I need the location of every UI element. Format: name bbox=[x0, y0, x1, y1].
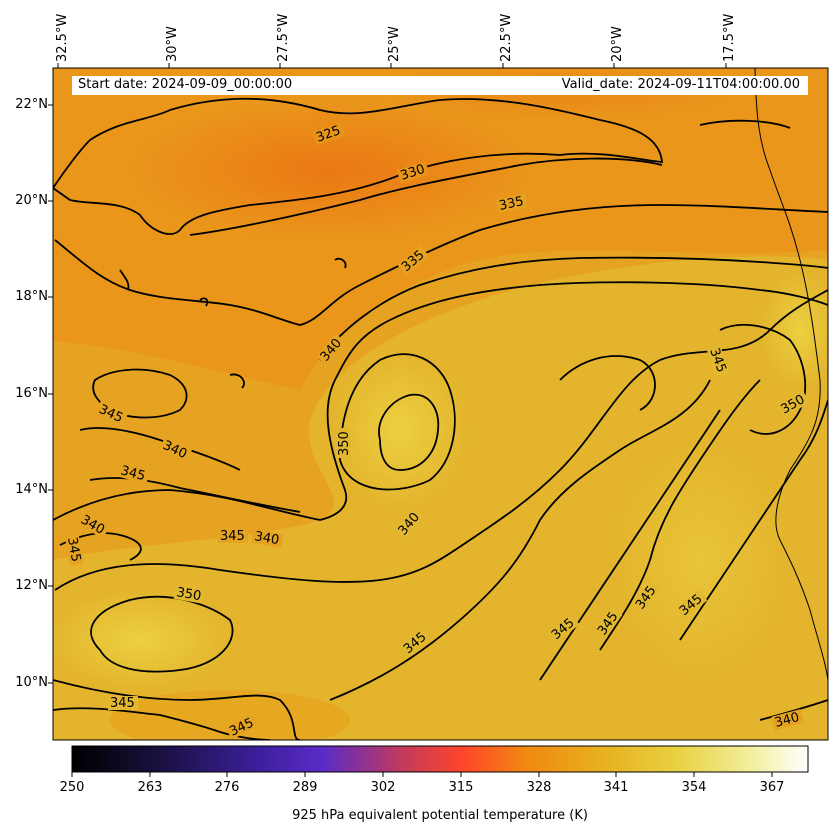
contour-lines bbox=[53, 97, 828, 740]
contour-label: 345 bbox=[220, 529, 245, 544]
colorbar-tick-label: 328 bbox=[526, 780, 552, 795]
lon-label: 27.5°W bbox=[276, 13, 291, 62]
lon-ticks bbox=[57, 63, 727, 68]
map-frame bbox=[52, 67, 829, 741]
valid-date-text: Valid_date: 2024-09-11T04:00:00.00 bbox=[561, 77, 800, 92]
date-info-box: Start date: 2024-09-09_00:00:00 Valid_da… bbox=[72, 76, 808, 95]
colorbar-tick-label: 276 bbox=[214, 780, 240, 795]
lat-label: 20°N bbox=[15, 193, 48, 208]
contour-label: 340 bbox=[253, 529, 280, 548]
lat-label: 10°N bbox=[15, 675, 48, 690]
lat-label: 12°N bbox=[15, 578, 48, 593]
contour-label: 345 bbox=[64, 536, 83, 563]
contour-label: 335 bbox=[498, 194, 525, 214]
lon-label: 32.5°W bbox=[55, 13, 70, 62]
colorbar-tick-label: 302 bbox=[370, 780, 396, 795]
lon-label: 25°W bbox=[387, 26, 402, 62]
contour-label: 350 bbox=[337, 431, 352, 456]
lon-label: 17.5°W bbox=[722, 13, 737, 62]
colorbar-title: 925 hPa equivalent potential temperature… bbox=[292, 808, 588, 823]
colorbar-tick-label: 341 bbox=[603, 780, 629, 795]
colorbar-tick-label: 367 bbox=[759, 780, 785, 795]
lat-label: 18°N bbox=[15, 289, 48, 304]
lat-label: 16°N bbox=[15, 386, 48, 401]
colorbar-tick-label: 263 bbox=[137, 780, 163, 795]
coastline bbox=[754, 68, 828, 681]
contour-label: 350 bbox=[175, 585, 202, 604]
colorbar-tick-label: 289 bbox=[292, 780, 318, 795]
colorbar-ticks bbox=[71, 772, 773, 777]
start-date-text: Start date: 2024-09-09_00:00:00 bbox=[78, 77, 293, 92]
contour-label: 345 bbox=[110, 696, 135, 711]
colorbar-tick-label: 315 bbox=[448, 780, 474, 795]
lat-label: 14°N bbox=[15, 482, 48, 497]
contour-label: 340 bbox=[773, 710, 801, 731]
contour-label: 330 bbox=[399, 162, 427, 184]
colorbar-tick-label: 354 bbox=[681, 780, 707, 795]
lon-label: 22.5°W bbox=[499, 13, 514, 62]
colorbar-tick-label: 250 bbox=[59, 780, 85, 795]
lat-ticks bbox=[48, 104, 53, 684]
lon-label: 20°W bbox=[610, 26, 625, 62]
lon-label: 30°W bbox=[165, 26, 180, 62]
lat-label: 22°N bbox=[15, 97, 48, 112]
contour-label: 345 bbox=[119, 463, 147, 484]
colorbar bbox=[71, 745, 809, 773]
